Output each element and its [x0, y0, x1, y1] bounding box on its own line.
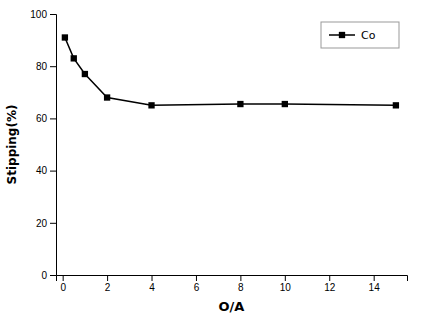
- tick-mark: [240, 275, 241, 281]
- tick-label: 80: [36, 61, 48, 72]
- chart: 0 2 4 6 8 10 12 14 0 20 40 60 80 100 Co O/A Stipping(%): [0, 0, 423, 319]
- tick: 10: [280, 275, 292, 293]
- legend-label: Co: [361, 29, 376, 42]
- legend-box: [321, 22, 399, 48]
- marker: [148, 102, 154, 108]
- tick-mark: [285, 275, 286, 281]
- tick-label: 0: [41, 270, 47, 281]
- tick-label: 10: [280, 282, 292, 293]
- tick: 8: [238, 275, 244, 293]
- tick-label: 40: [36, 165, 48, 176]
- tick-label: 8: [238, 282, 244, 293]
- marker: [71, 55, 77, 61]
- tick: 0: [60, 275, 66, 293]
- marker: [393, 102, 399, 108]
- x-axis-title: O/A: [219, 299, 245, 314]
- y-axis-title: Stipping(%): [5, 105, 19, 185]
- tick-mark: [50, 14, 56, 15]
- tick: 80: [36, 61, 56, 72]
- tick-mark: [107, 275, 108, 281]
- tick-label: 12: [324, 282, 336, 293]
- marker: [104, 94, 110, 100]
- marker: [62, 34, 68, 40]
- tick-mark: [374, 275, 375, 281]
- tick: 6: [194, 275, 200, 293]
- tick: 12: [324, 275, 336, 293]
- tick: 60: [36, 113, 56, 124]
- tick: 0: [41, 270, 56, 281]
- tick-label: 2: [105, 282, 111, 293]
- tick: 20: [36, 218, 56, 229]
- marker: [282, 101, 288, 107]
- tick-label: 6: [194, 282, 200, 293]
- tick-label: 0: [60, 282, 66, 293]
- tick-mark: [329, 275, 330, 281]
- legend-marker: [339, 32, 345, 38]
- x-axis: 0 2 4 6 8 10 12 14: [57, 275, 408, 293]
- tick: 4: [149, 275, 155, 293]
- tick-mark: [63, 275, 64, 281]
- axis-line: [57, 276, 408, 282]
- tick-label: 14: [369, 282, 381, 293]
- tick-mark: [152, 275, 153, 281]
- marker: [237, 101, 243, 107]
- y-axis: 0 20 40 60 80 100: [30, 9, 56, 281]
- tick-mark: [50, 66, 56, 67]
- tick: 40: [36, 165, 56, 176]
- marker: [82, 71, 88, 77]
- tick-mark: [196, 275, 197, 281]
- tick: 100: [30, 9, 56, 20]
- tick-label: 60: [36, 113, 48, 124]
- tick: 14: [369, 275, 381, 293]
- tick-mark: [50, 275, 56, 276]
- tick-label: 100: [30, 9, 47, 20]
- legend: Co: [321, 22, 399, 48]
- tick-mark: [50, 171, 56, 172]
- tick-label: 4: [149, 282, 155, 293]
- tick: 2: [105, 275, 111, 293]
- axis-line: [50, 15, 57, 276]
- plot: 0 2 4 6 8 10 12 14 0 20 40 60 80 100 Co: [30, 9, 407, 293]
- tick-mark: [50, 223, 56, 224]
- tick-mark: [50, 118, 56, 119]
- tick-label: 20: [36, 218, 48, 229]
